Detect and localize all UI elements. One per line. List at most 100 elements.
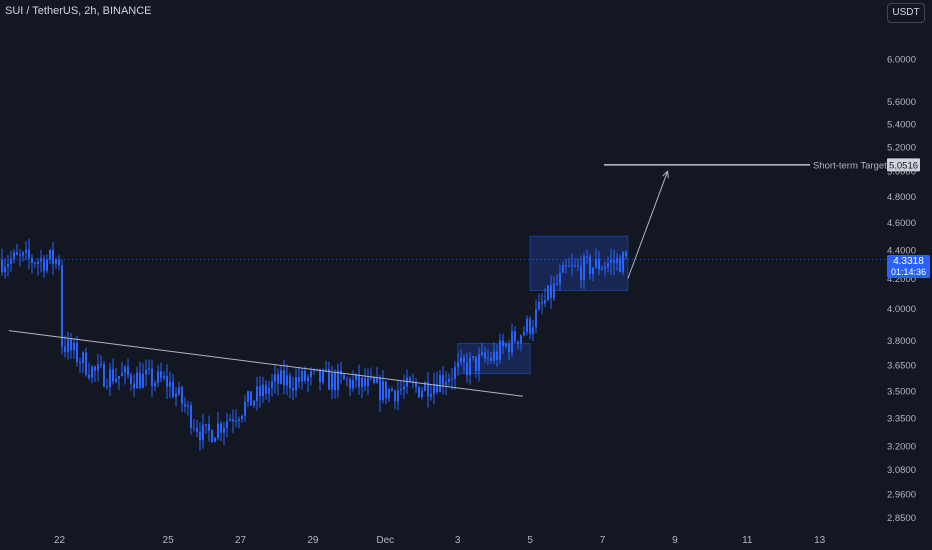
candle-body (562, 265, 564, 273)
candle-body (379, 378, 381, 401)
time-tick-label: 22 (54, 535, 66, 546)
price-tick-label: 5.4000 (887, 119, 916, 130)
candle-body (127, 366, 129, 376)
candle-body (226, 420, 228, 428)
candle-body (583, 256, 585, 281)
candle-body (52, 249, 54, 264)
candle-body (439, 375, 441, 393)
candle-body (202, 424, 204, 441)
candle-body (541, 301, 543, 304)
candle-body (388, 389, 390, 399)
price-tick-label: 2.9600 (887, 490, 916, 501)
candle-body (259, 386, 261, 396)
candle-body (64, 346, 66, 352)
candle-body (346, 379, 348, 381)
bar-countdown-label: 01:14:36 (890, 267, 927, 277)
candle-body (28, 249, 30, 258)
candle-body (544, 300, 546, 304)
candle-body (295, 377, 297, 391)
candle-body (448, 378, 450, 382)
candle-body (181, 387, 183, 404)
candle-body (610, 259, 612, 264)
candle-body (46, 259, 48, 271)
candle-body (463, 357, 465, 363)
candle-body (193, 427, 195, 429)
candle-body (271, 381, 273, 388)
candle-body (217, 423, 219, 438)
candle-body (370, 377, 372, 379)
target-label: Short-term Target (813, 160, 887, 171)
time-tick-label: 5 (527, 535, 533, 546)
candle-body (586, 256, 588, 258)
time-tick-label: 9 (672, 535, 678, 546)
candle-body (496, 351, 498, 360)
candle-body (349, 379, 351, 389)
candle-body (355, 374, 357, 381)
candle-body (196, 427, 198, 432)
candle-body (466, 362, 468, 375)
price-tick-label: 3.2000 (887, 442, 916, 453)
candle-body (274, 374, 276, 382)
candle-body (220, 423, 222, 433)
candle-body (331, 373, 333, 390)
candle-body (337, 370, 339, 391)
candle-body (556, 283, 558, 285)
candle-body (238, 419, 240, 421)
candle-body (208, 424, 210, 431)
candle-body (106, 386, 108, 388)
candle-body (322, 370, 324, 382)
price-tick-label: 3.5000 (887, 386, 916, 397)
candle-body (4, 266, 6, 273)
candle-body (154, 382, 156, 387)
candle-body (457, 362, 459, 368)
time-axis[interactable]: 22 25 27 29 Dec 3 5 7 9 11 13 (54, 535, 826, 546)
candle-body (376, 378, 378, 383)
price-tick-label: 3.6500 (887, 361, 916, 372)
candle-body (277, 374, 279, 384)
candle-body (22, 252, 24, 256)
candle-body (607, 263, 609, 267)
candle-body (433, 383, 435, 395)
price-scale[interactable]: 6.0000 5.6000 5.4000 5.2000 5.0000 4.8000 4.60… (887, 54, 916, 524)
projection-arrow-line (627, 171, 669, 279)
candle-body (256, 386, 258, 401)
candle-body (460, 357, 462, 363)
candle-body (286, 375, 288, 386)
candle-body (229, 419, 231, 421)
candle-body (76, 342, 78, 363)
candle-body (157, 371, 159, 383)
candle-body (316, 368, 318, 370)
candle-body (40, 258, 42, 262)
candle-body (124, 366, 126, 373)
candle-body (490, 357, 492, 361)
candle-body (535, 309, 537, 328)
candle-body (205, 424, 207, 426)
candle-body (223, 427, 225, 433)
price-tick-label: 6.0000 (887, 54, 916, 65)
candle-body (79, 362, 81, 364)
price-tick-label: 3.3500 (887, 413, 916, 424)
candle-body (289, 375, 291, 389)
time-tick-label: 13 (814, 535, 826, 546)
candle-body (616, 258, 618, 264)
candle-body (427, 382, 429, 397)
candle-body (373, 377, 375, 383)
time-tick-label: 27 (235, 535, 247, 546)
candle-body (235, 420, 237, 422)
candle-body (232, 419, 234, 422)
candle-body (514, 331, 516, 342)
time-tick-label: Dec (376, 535, 394, 546)
candle-body (397, 390, 399, 402)
currency-button[interactable]: USDT (887, 3, 925, 23)
candle-body (391, 389, 393, 391)
symbol-title[interactable]: SUI / TetherUS, 2h, BINANCE (5, 5, 152, 17)
candle-body (301, 370, 303, 382)
consolidation-zone (529, 235, 629, 291)
candle-body (568, 266, 570, 268)
price-tick-label: 4.8000 (887, 192, 916, 203)
candle-body (436, 383, 438, 393)
candle-body (70, 339, 72, 351)
candle-body (550, 285, 552, 298)
price-tick-label: 4.6000 (887, 218, 916, 229)
